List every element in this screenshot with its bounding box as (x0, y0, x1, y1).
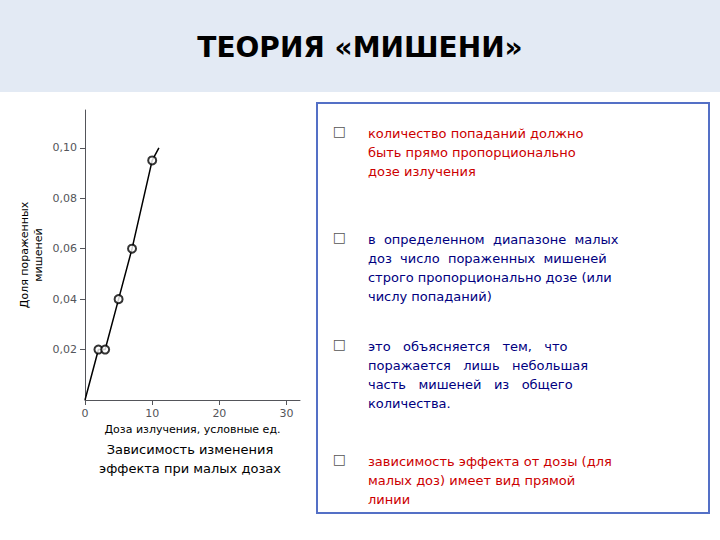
svg-text:10: 10 (145, 407, 159, 420)
svg-text:□: □ (333, 451, 346, 467)
svg-text:доз число пораженных мишене: доз число пораженных мишеней (368, 251, 607, 266)
svg-text:Доза излучения, условные ед.: Доза излучения, условные ед. (105, 423, 281, 436)
svg-text:0,02: 0,02 (53, 343, 78, 356)
svg-text:зависимость эффекта от дозы (д: зависимость эффекта от дозы (для (368, 454, 612, 469)
svg-text:количества.: количества. (368, 396, 451, 411)
svg-text:мишеней: мишеней (32, 228, 45, 281)
svg-text:часть мишеней из общего: часть мишеней из общего (368, 377, 573, 392)
svg-text:□: □ (333, 123, 346, 139)
svg-text:эффекта при малых дозах: эффекта при малых дозах (99, 461, 281, 476)
svg-text:Зависимость изменения: Зависимость изменения (107, 442, 274, 457)
svg-text:0,08: 0,08 (53, 192, 78, 205)
svg-text:30: 30 (280, 407, 294, 420)
svg-text:поражается лишь небольшая: поражается лишь небольшая (368, 358, 588, 373)
svg-text:ТЕОРИЯ «МИШЕНИ»: ТЕОРИЯ «МИШЕНИ» (197, 31, 522, 64)
svg-text:малых доз) имеет вид прямой: малых доз) имеет вид прямой (368, 473, 575, 488)
svg-text:количество попаданий должно: количество попаданий должно (368, 126, 584, 141)
svg-text:быть прямо пропорционально: быть прямо пропорционально (368, 145, 576, 160)
svg-text:20: 20 (212, 407, 226, 420)
svg-text:0: 0 (82, 407, 89, 420)
svg-text:□: □ (333, 229, 346, 245)
svg-text:строго пропорционально дозе (и: строго пропорционально дозе (или (368, 270, 612, 285)
svg-text:0,04: 0,04 (53, 293, 78, 306)
svg-text:числу попаданий): числу попаданий) (368, 289, 492, 304)
svg-text:0,10: 0,10 (53, 141, 78, 154)
svg-text:дозе излучения: дозе излучения (368, 164, 476, 179)
svg-text:□: □ (333, 336, 346, 352)
svg-text:линии: линии (368, 492, 410, 507)
svg-text:это объясняется тем, что: это объясняется тем, что (368, 339, 568, 354)
svg-text:в определенном диапазоне ма: в определенном диапазоне малых (368, 232, 619, 247)
svg-text:0,06: 0,06 (53, 242, 78, 255)
svg-text:Доля пораженных: Доля пораженных (18, 201, 31, 308)
